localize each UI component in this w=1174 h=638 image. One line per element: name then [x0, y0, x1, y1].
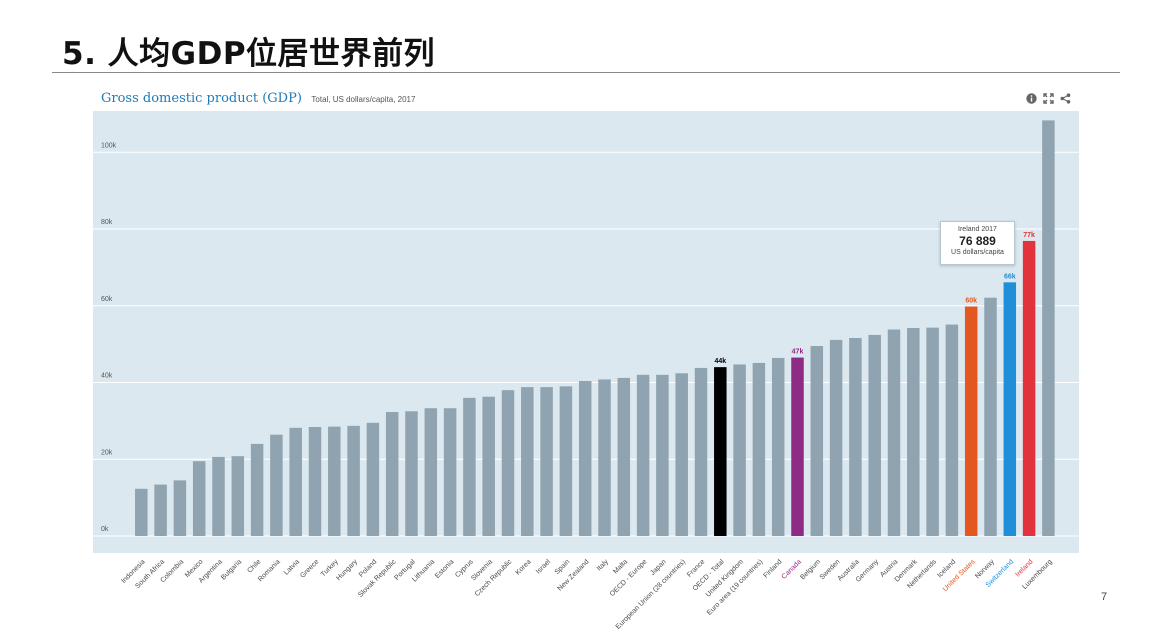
y-tick-label: 80k: [101, 219, 113, 226]
bar: [810, 346, 824, 536]
bar: [578, 380, 592, 536]
x-tick-label: Czech Republic: [474, 558, 514, 598]
bar: [926, 327, 939, 536]
data-label: 60k: [965, 298, 977, 305]
y-tick-label: 40k: [101, 373, 113, 380]
bar: [424, 408, 438, 536]
bar: [868, 334, 881, 536]
y-tick-label: 100k: [101, 142, 117, 149]
bar: [250, 443, 264, 536]
bar: [443, 408, 457, 536]
title-divider: [52, 72, 1120, 73]
bar: [559, 386, 573, 536]
bar: [964, 306, 978, 536]
bar: [501, 390, 515, 536]
bar: [482, 396, 495, 536]
x-tick-label: Korea: [515, 558, 533, 576]
x-tick-label: Malta: [612, 558, 629, 575]
info-icon[interactable]: [1025, 92, 1037, 104]
chart-subtitle: Total, US dollars/capita, 2017: [311, 95, 416, 104]
bar: [366, 422, 380, 536]
tooltip-value: 76 889: [959, 234, 996, 248]
bar: [1003, 282, 1017, 536]
x-tick-label: Estonia: [434, 558, 456, 580]
bar: [752, 362, 766, 536]
bar: [617, 377, 631, 536]
x-tick-label: Latvia: [283, 558, 301, 576]
bar: [328, 426, 341, 536]
data-label: 66k: [1004, 273, 1016, 280]
x-tick-label: OECD - Europe: [609, 558, 649, 598]
data-label: 77k: [1023, 232, 1035, 239]
bar: [829, 339, 843, 536]
bar: [598, 379, 611, 536]
bar: [212, 456, 225, 536]
x-tick-label: Hungary: [335, 558, 359, 582]
bar: [887, 329, 901, 536]
page-number: 7: [1101, 591, 1108, 603]
y-tick-label: 20k: [101, 449, 113, 456]
bar: [308, 427, 322, 536]
bar: [945, 324, 959, 536]
bar: [154, 484, 167, 536]
bar: [1022, 240, 1036, 536]
x-tick-label: Japan: [649, 558, 668, 577]
x-tick-label: Bulgaria: [220, 558, 243, 581]
bar: [907, 328, 920, 536]
expand-icon[interactable]: [1042, 92, 1054, 104]
data-label: 47k: [792, 349, 804, 356]
bar: [135, 488, 148, 536]
x-tick-label: Slovak Republic: [357, 558, 398, 599]
x-tick-label: Greece: [299, 558, 320, 579]
bar: [656, 374, 669, 536]
chart-header: Gross domestic product (GDP) Total, US d…: [101, 89, 415, 107]
bar: [984, 297, 997, 536]
y-tick-label: 60k: [101, 296, 113, 303]
bar: [694, 367, 708, 536]
x-tick-label: Spain: [554, 558, 572, 576]
bar: [192, 461, 206, 536]
bar: [405, 411, 418, 536]
bar: [636, 374, 650, 536]
bar: [270, 434, 283, 536]
ireland-tooltip: Ireland 2017 76 889 US dollars/capita: [940, 221, 1015, 265]
tooltip-title: Ireland 2017: [958, 226, 997, 233]
bar: [771, 357, 785, 536]
bar: [231, 456, 245, 536]
bar: [540, 387, 553, 536]
chart-toolbar: [1025, 92, 1071, 104]
bar: [521, 387, 534, 536]
x-tick-label: Israel: [535, 558, 552, 575]
bar: [791, 357, 804, 536]
bar: [463, 397, 476, 536]
data-label: 44k: [714, 358, 726, 365]
bar: [385, 412, 399, 536]
bar: [714, 367, 727, 536]
bar: [289, 427, 302, 536]
tooltip-unit: US dollars/capita: [951, 249, 1004, 256]
x-tick-label: Chile: [246, 558, 262, 574]
bar: [733, 364, 746, 536]
slide-title: 5. 人均GDP位居世界前列: [62, 36, 436, 72]
bar: [347, 425, 360, 536]
bar: [1042, 120, 1055, 537]
bar: [849, 337, 862, 536]
x-tick-label: Italy: [596, 558, 610, 572]
y-tick-label: 0k: [101, 526, 109, 533]
bar: [675, 373, 688, 536]
chart-title: Gross domestic product (GDP): [101, 91, 302, 106]
bar: [173, 480, 187, 536]
share-icon[interactable]: [1059, 92, 1071, 104]
